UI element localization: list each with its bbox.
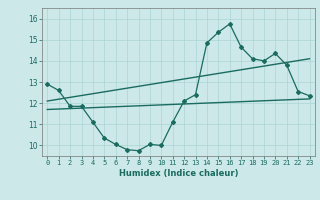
X-axis label: Humidex (Indice chaleur): Humidex (Indice chaleur): [119, 169, 238, 178]
